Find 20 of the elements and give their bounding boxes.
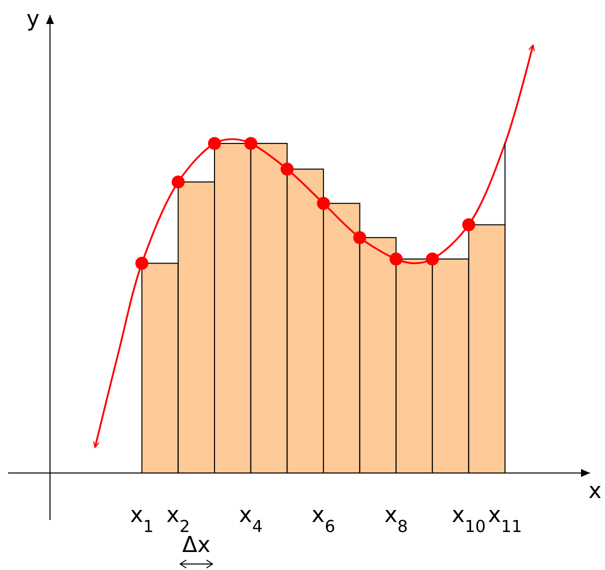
point: [135, 256, 148, 270]
x-tick-label: x$_{10}$: [452, 503, 486, 536]
x-tick-label: x$_{4}$: [239, 503, 263, 536]
point: [462, 218, 476, 232]
x-tick-label: x$_{1}$: [130, 503, 154, 536]
point: [172, 175, 185, 188]
point: [316, 196, 330, 210]
x-tick-label: x$_{11}$: [488, 503, 522, 536]
x-tick-label: x$_{8}$: [384, 503, 408, 536]
y-axis-title: y: [26, 7, 40, 32]
point: [244, 136, 258, 150]
point: [280, 162, 294, 176]
x-tick-label: x$_{6}$: [312, 503, 336, 536]
point: [353, 231, 366, 244]
point: [426, 252, 439, 266]
x-axis-title: x: [588, 479, 602, 504]
point: [390, 252, 403, 266]
point: [208, 136, 222, 150]
x-tick-label: x$_{2}$: [166, 503, 190, 536]
text: Δx: [182, 533, 210, 558]
